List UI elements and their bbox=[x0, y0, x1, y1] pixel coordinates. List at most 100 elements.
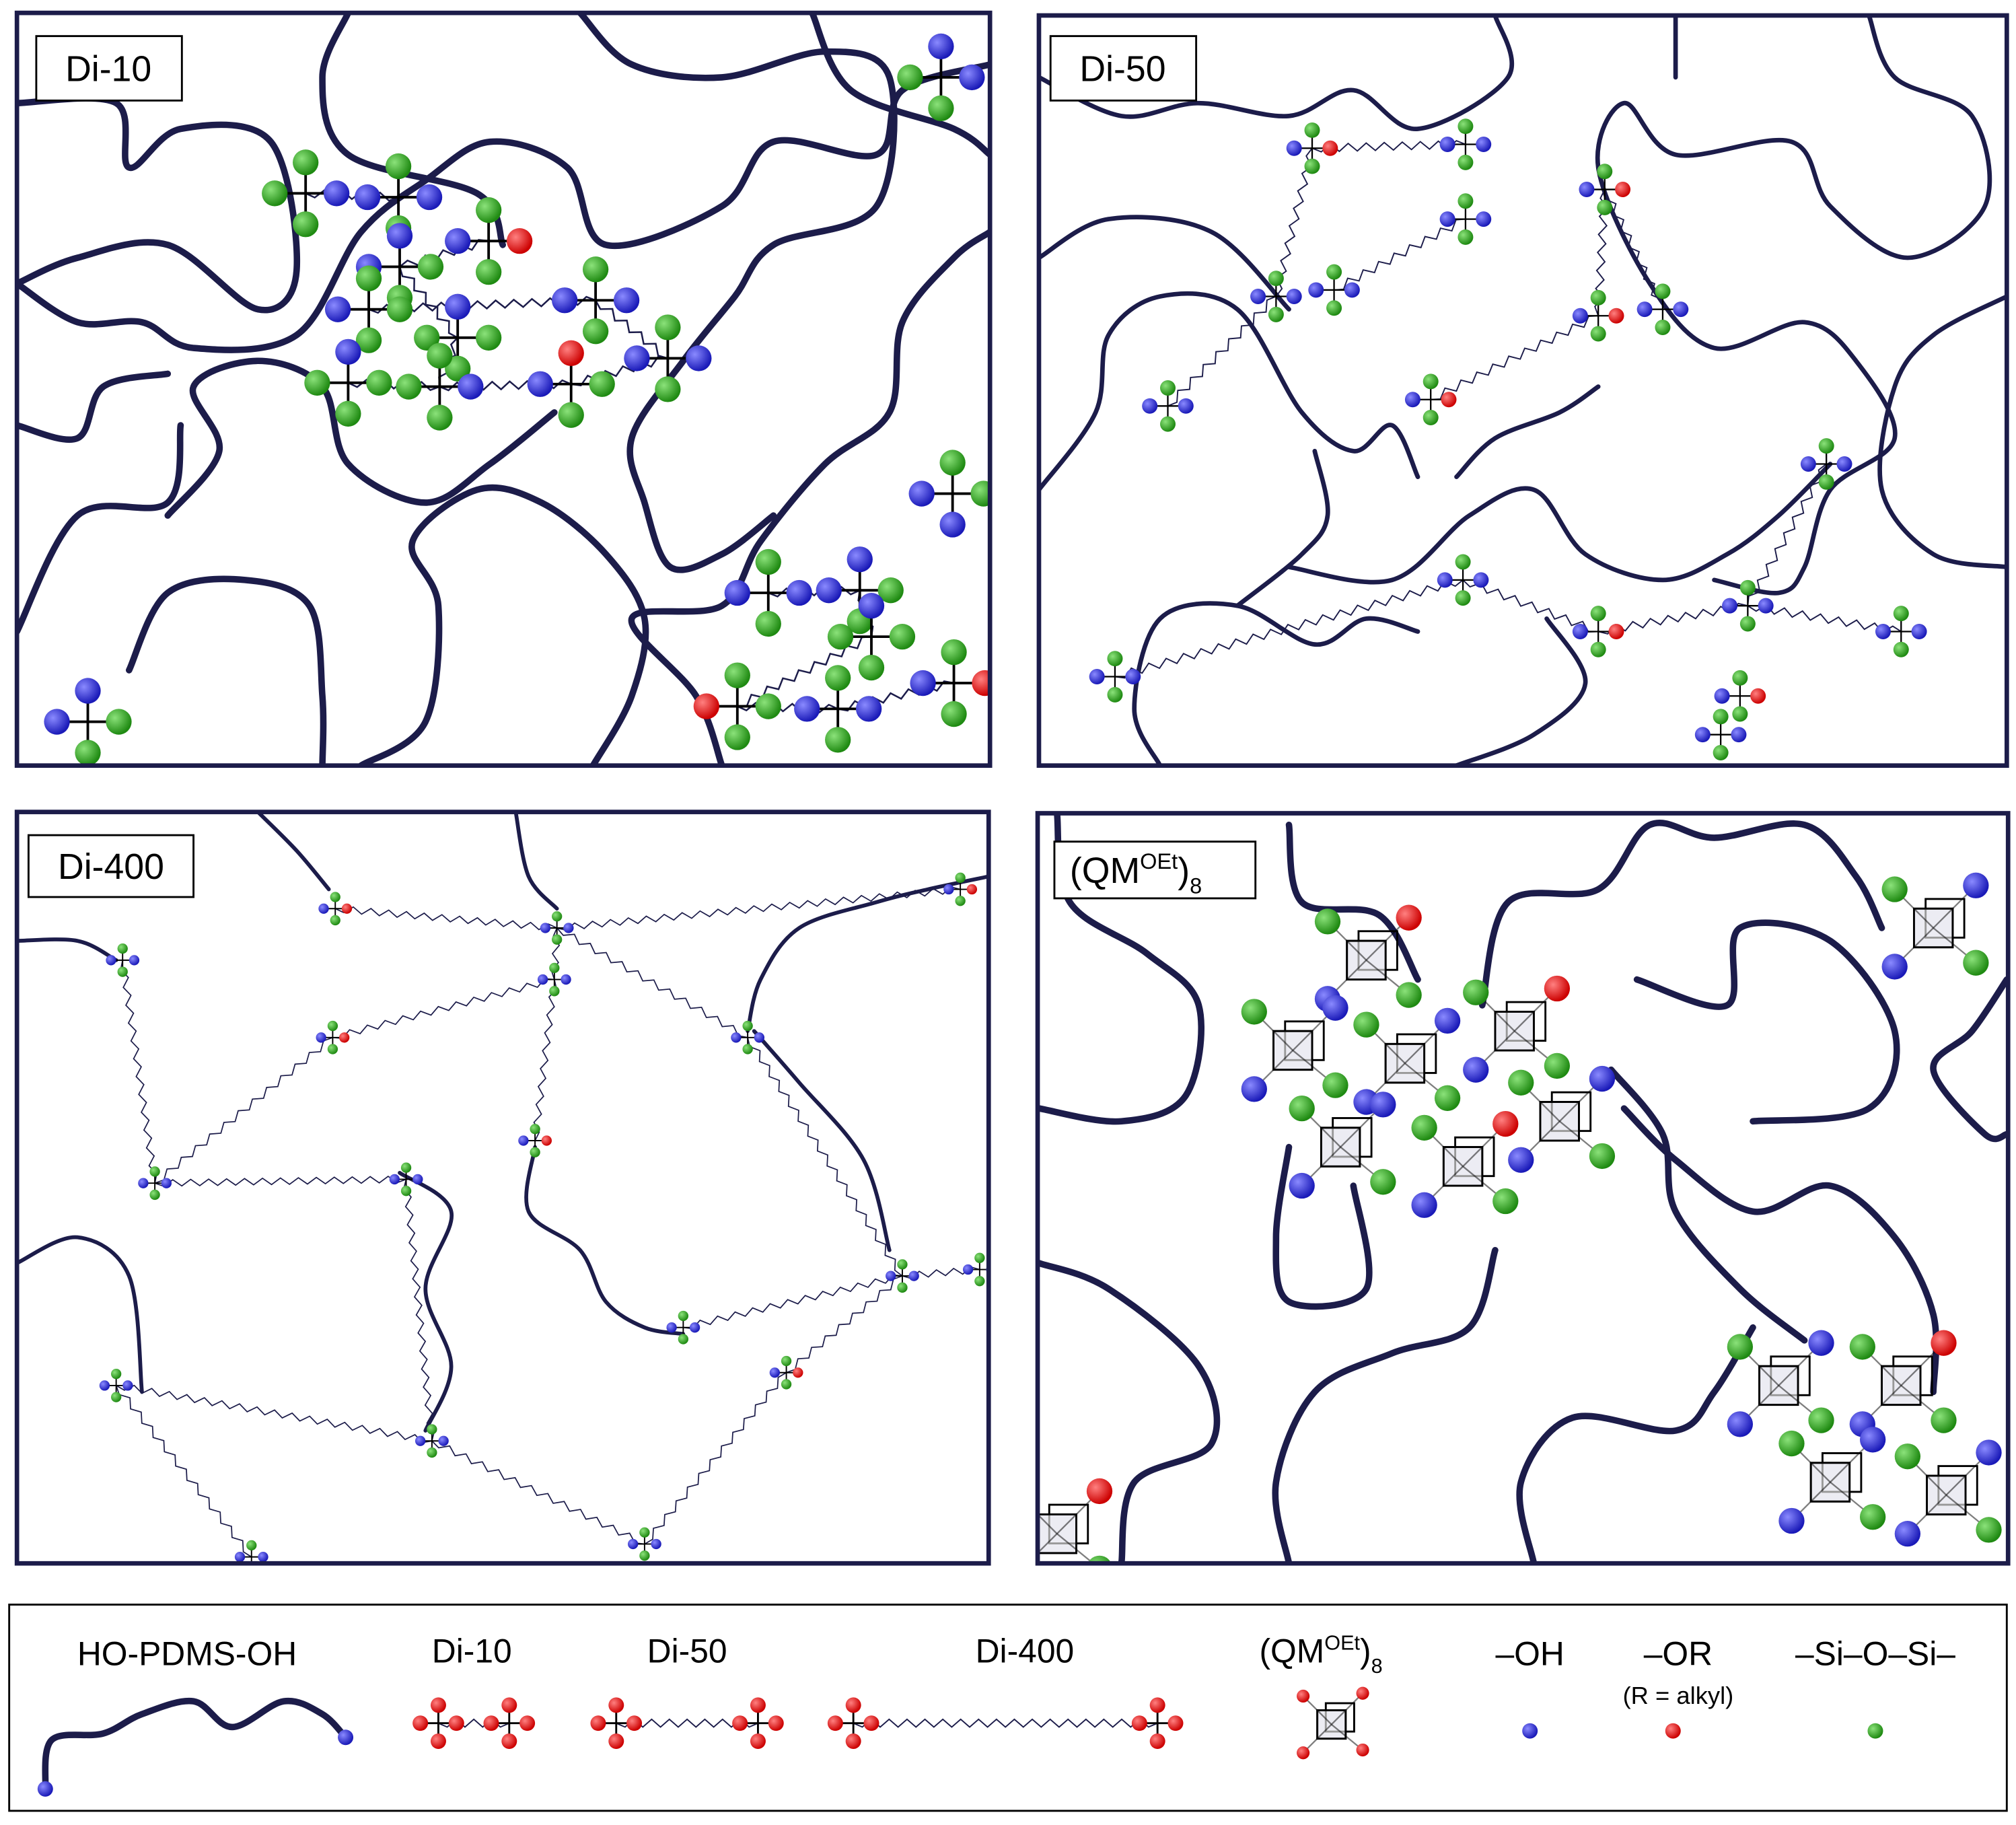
atom bbox=[530, 1147, 540, 1157]
polymer-chain bbox=[1038, 1260, 1221, 1564]
atom bbox=[724, 724, 750, 750]
atom bbox=[693, 693, 719, 719]
atom bbox=[448, 1715, 464, 1731]
polymer-chain bbox=[17, 937, 118, 962]
atom bbox=[1178, 398, 1194, 414]
atom bbox=[1241, 1076, 1267, 1102]
atom bbox=[293, 211, 319, 238]
linker bbox=[399, 239, 489, 268]
atom bbox=[1893, 606, 1909, 622]
atom bbox=[1589, 1065, 1616, 1092]
atom bbox=[1149, 1733, 1165, 1749]
atom bbox=[781, 1379, 792, 1390]
atom bbox=[731, 1032, 742, 1043]
atom bbox=[366, 369, 392, 396]
atom bbox=[847, 546, 873, 573]
atom bbox=[519, 1715, 536, 1731]
atom bbox=[427, 1424, 437, 1435]
atom bbox=[138, 1178, 149, 1188]
atom bbox=[341, 903, 353, 914]
atom bbox=[400, 1186, 412, 1196]
legend-text: –OH bbox=[1495, 1635, 1564, 1673]
atom bbox=[666, 1322, 677, 1333]
legend-text: Di-400 bbox=[976, 1633, 1075, 1670]
atom bbox=[1437, 572, 1453, 588]
atom bbox=[541, 1135, 552, 1146]
atom bbox=[106, 955, 116, 966]
atom bbox=[1314, 908, 1341, 935]
atom bbox=[1476, 211, 1492, 227]
atom bbox=[530, 1124, 540, 1135]
atom bbox=[330, 915, 340, 926]
atom bbox=[354, 184, 381, 211]
atom bbox=[1160, 380, 1176, 396]
atom bbox=[1005, 1559, 1031, 1585]
atom bbox=[1089, 669, 1105, 684]
frame bbox=[14, 810, 991, 1566]
linker bbox=[334, 906, 558, 931]
polymer-chain bbox=[1930, 976, 2009, 1143]
atom bbox=[37, 1781, 53, 1797]
atom bbox=[483, 1715, 499, 1731]
linker bbox=[398, 266, 458, 338]
atom bbox=[755, 693, 781, 719]
atom bbox=[1396, 904, 1422, 931]
frame bbox=[14, 10, 993, 768]
atom bbox=[558, 340, 584, 366]
atom bbox=[1463, 979, 1489, 1005]
atom bbox=[1344, 282, 1360, 298]
polymer-chain bbox=[1235, 448, 1330, 608]
linker bbox=[115, 1385, 252, 1558]
bond bbox=[1038, 1513, 1058, 1534]
linker bbox=[154, 1176, 406, 1187]
atom bbox=[1963, 950, 1989, 976]
atom bbox=[858, 593, 885, 619]
atom bbox=[518, 1135, 529, 1146]
atom bbox=[75, 678, 101, 704]
atom bbox=[1818, 474, 1834, 490]
atom bbox=[1732, 670, 1748, 686]
linker bbox=[116, 1384, 433, 1443]
atom bbox=[1590, 326, 1606, 342]
atom bbox=[613, 287, 640, 314]
panel-label: Di-10 bbox=[65, 49, 151, 90]
atom bbox=[1457, 229, 1474, 245]
atom bbox=[1370, 1169, 1396, 1195]
bond bbox=[1038, 1533, 1058, 1554]
linker bbox=[1311, 139, 1466, 153]
atom bbox=[1423, 373, 1439, 390]
atom bbox=[414, 324, 440, 351]
atom bbox=[858, 654, 885, 681]
atom bbox=[1149, 1697, 1165, 1713]
legend-box bbox=[8, 1604, 2008, 1812]
legend-part: ) bbox=[1360, 1633, 1371, 1670]
atom bbox=[262, 180, 288, 207]
atom bbox=[355, 265, 382, 291]
linker bbox=[1275, 147, 1313, 297]
atom bbox=[750, 1697, 766, 1713]
atom bbox=[827, 623, 854, 650]
atom bbox=[1086, 1478, 1113, 1505]
atom bbox=[1894, 1443, 1920, 1470]
atom bbox=[44, 709, 70, 735]
panel-label: (QMOEt)8 bbox=[1070, 849, 1202, 898]
polymer-chain bbox=[1285, 821, 1421, 983]
atom bbox=[324, 296, 351, 322]
atom bbox=[1859, 1504, 1886, 1530]
atom bbox=[1439, 137, 1455, 152]
atom bbox=[1572, 308, 1588, 324]
label-box bbox=[35, 35, 183, 102]
atom bbox=[825, 665, 851, 691]
atom bbox=[304, 369, 330, 396]
atom bbox=[1732, 706, 1748, 722]
frame bbox=[1036, 13, 2009, 768]
atom bbox=[1544, 1052, 1571, 1079]
atom bbox=[1963, 872, 1989, 898]
atom bbox=[1931, 1330, 1957, 1356]
polymer-chain bbox=[1877, 294, 2007, 570]
atom bbox=[651, 1538, 661, 1550]
atom bbox=[1353, 1011, 1379, 1038]
polymer-chain bbox=[1038, 813, 1204, 1125]
legend-text: (QMOEt)8 bbox=[1259, 1632, 1382, 1678]
polymer-chain bbox=[17, 422, 184, 635]
